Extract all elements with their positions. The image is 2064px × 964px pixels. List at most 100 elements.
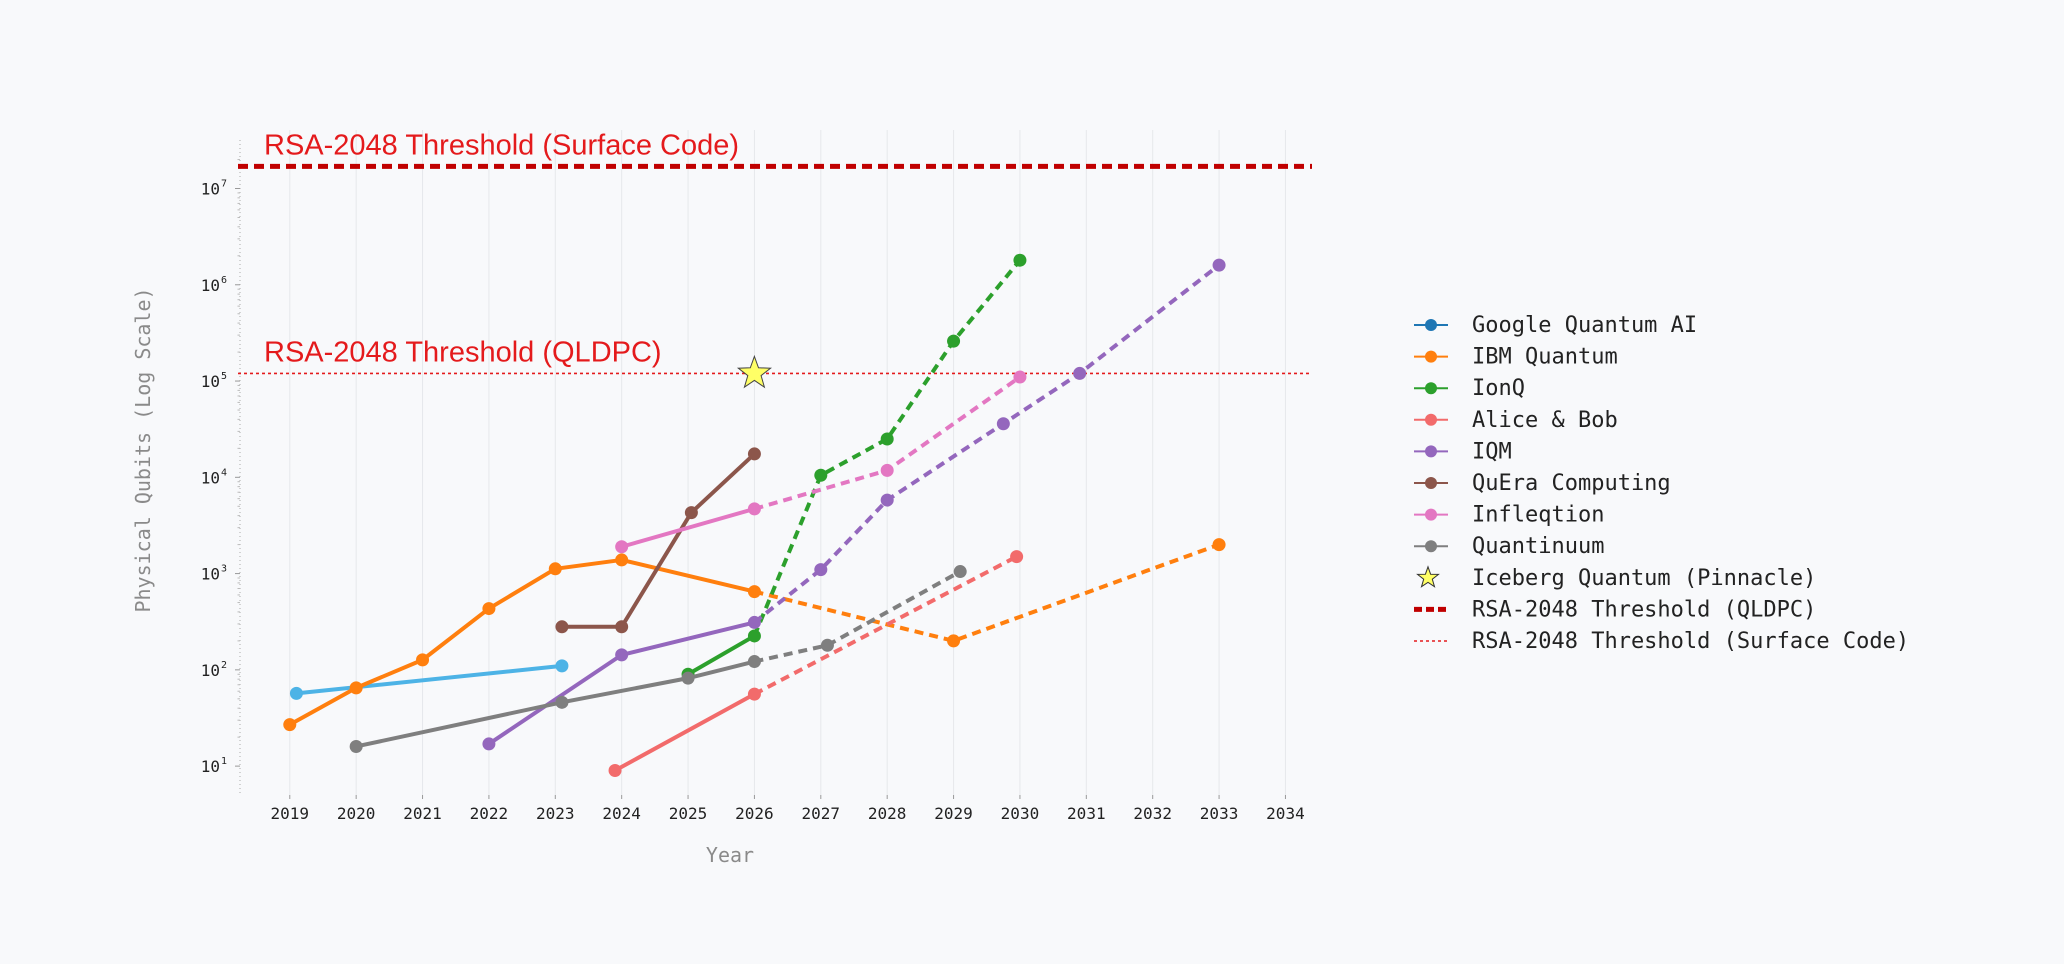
markers: [736, 354, 772, 389]
grid: [289, 130, 1286, 795]
legend-item-quera-computing: QuEra Computing: [1414, 471, 1671, 496]
data-point: [615, 540, 629, 554]
data-point: [747, 502, 761, 516]
x-tick-label-2024: 2024: [602, 804, 641, 823]
series-google-quantum-ai: [289, 659, 569, 700]
series-quera-computing: [555, 447, 761, 634]
x-axis-label: Year: [706, 843, 754, 867]
data-point: [1013, 370, 1027, 384]
legend-swatch-dot: [1425, 382, 1437, 395]
y-tick-label-7: 10: [201, 180, 220, 199]
legend-swatch-dot: [1425, 540, 1437, 553]
data-point: [684, 506, 698, 520]
data-point: [349, 681, 363, 695]
data-point: [615, 553, 629, 567]
x-tick-label-2027: 2027: [802, 804, 841, 823]
series-line-dashed: [753, 542, 1220, 643]
legend-item-rsa-2048-threshold-surface-code: RSA-2048 Threshold (Surface Code): [1414, 629, 1909, 654]
y-axis-label: Physical Qubits (Log Scale): [131, 287, 155, 612]
legend-label: IonQ: [1472, 376, 1525, 401]
data-point: [747, 447, 761, 461]
series-quantinuum: [349, 565, 967, 753]
series-line-solid: [294, 663, 564, 696]
data-point: [947, 334, 961, 348]
data-point: [608, 764, 622, 778]
legend-label: QuEra Computing: [1472, 471, 1671, 496]
data-point: [1010, 550, 1024, 564]
data-point: [1212, 538, 1226, 552]
series-line-solid: [686, 633, 757, 677]
y-tick-exp-5: 5: [221, 371, 227, 382]
y-tick-label-3: 10: [201, 565, 220, 584]
y-tick-exp-3: 3: [221, 564, 227, 575]
data-point: [747, 585, 761, 599]
x-tick-label-2028: 2028: [868, 804, 907, 823]
legend-label: Infleqtion: [1472, 503, 1604, 528]
legend-item-iceberg-quantum-pinnacle: Iceberg Quantum (Pinnacle): [1416, 565, 1816, 591]
x-tick-label-2029: 2029: [934, 804, 973, 823]
data-point: [747, 615, 761, 629]
legend-item-iqm: IQM: [1414, 439, 1512, 464]
legend-item-google-quantum-ai: Google Quantum AI: [1414, 313, 1697, 338]
x-tick-label-2030: 2030: [1001, 804, 1040, 823]
data-point: [482, 737, 496, 751]
data-point: [1212, 258, 1226, 272]
data-point: [996, 417, 1010, 431]
data-point: [555, 620, 569, 634]
legend-swatch-dot: [1425, 477, 1437, 489]
data-point: [1073, 366, 1087, 380]
data-point: [820, 638, 834, 652]
x-tick-label-2032: 2032: [1133, 804, 1172, 823]
data-point: [555, 659, 569, 673]
legend-label: IBM Quantum: [1472, 345, 1618, 370]
legend-item-rsa-2048-threshold-qldpc: RSA-2048 Threshold (QLDPC): [1414, 597, 1816, 622]
y-tick-exp-7: 7: [221, 179, 227, 190]
x-tick-label-2023: 2023: [536, 804, 575, 823]
data-point: [681, 671, 695, 685]
data-point: [482, 602, 496, 616]
legend-swatch-dot: [1425, 413, 1437, 426]
legend-swatch-dot: [1425, 350, 1437, 363]
series-alice-bob: [608, 550, 1024, 778]
data-point: [416, 653, 430, 667]
series-line-dashed: [753, 263, 1221, 624]
series-line-solid: [613, 692, 757, 773]
legend-item-quantinuum: Quantinuum: [1414, 534, 1604, 559]
data-point: [289, 686, 303, 700]
thresholds: RSA-2048 Threshold (QLDPC) RSA-2048 Thres…: [238, 129, 1312, 375]
legend-item-alice-bob: Alice & Bob: [1414, 408, 1618, 433]
x-tick-label-2025: 2025: [669, 804, 708, 823]
series-line-dashed: [753, 554, 1018, 696]
data-point: [615, 648, 629, 662]
legend: Google Quantum AI IBM Quantum IonQ Alice & …: [1414, 313, 1909, 654]
data-point: [947, 634, 961, 648]
legend-item-infleqtion: Infleqtion: [1414, 503, 1604, 528]
legend-label: Google Quantum AI: [1472, 313, 1697, 338]
series-ionq: [681, 253, 1027, 681]
y-tick-exp-4: 4: [221, 467, 227, 478]
data-point: [283, 718, 297, 732]
y-tick-label-5: 10: [201, 372, 220, 391]
star-marker-iceberg-quantum-pinnacle: [736, 354, 772, 389]
y-tick-exp-1: 1: [221, 756, 227, 767]
data-point: [814, 468, 828, 482]
legend-label: Iceberg Quantum (Pinnacle): [1472, 566, 1816, 591]
threshold-label-rsa-2048-threshold-surface-code: RSA-2048 Threshold (Surface Code): [264, 129, 739, 161]
x-tick-label-2031: 2031: [1067, 804, 1106, 823]
x-tick-label-2020: 2020: [337, 804, 376, 823]
y-tick-exp-6: 6: [221, 275, 227, 286]
series-line-solid: [559, 451, 757, 629]
data-point: [880, 493, 894, 507]
data-point: [880, 432, 894, 446]
x-tick-label-2026: 2026: [735, 804, 774, 823]
threshold-label-rsa-2048-threshold-qldpc: RSA-2048 Threshold (QLDPC): [264, 336, 662, 368]
data-point: [747, 687, 761, 701]
data-point: [747, 655, 761, 669]
legend-label: Alice & Bob: [1472, 408, 1618, 433]
x-tick-label-2021: 2021: [403, 804, 442, 823]
legend-swatch-star: [1416, 565, 1440, 588]
series: [283, 253, 1226, 778]
data-point: [1013, 253, 1027, 267]
legend-swatch-dot: [1425, 508, 1437, 521]
